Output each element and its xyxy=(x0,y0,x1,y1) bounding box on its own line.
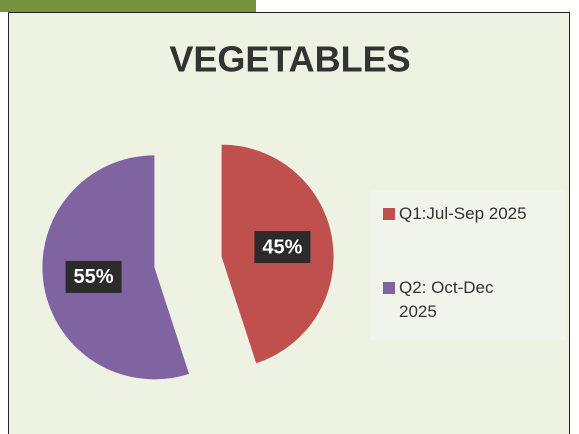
legend-label: Q1:Jul-Sep 2025 xyxy=(399,204,527,223)
legend-swatch xyxy=(383,282,395,294)
chart-title: VEGETABLES xyxy=(169,39,410,80)
legend-box xyxy=(370,190,566,340)
legend-label: Q2: Oct-Dec 2025 xyxy=(399,278,494,321)
legend-item: Q1:Jul-Sep 2025 xyxy=(383,202,563,226)
data-label-bg xyxy=(65,260,122,293)
data-label: 45% xyxy=(262,236,302,258)
data-label-bg xyxy=(254,231,311,264)
header-bar xyxy=(0,0,256,12)
data-label: 55% xyxy=(74,266,114,288)
legend-swatch xyxy=(383,208,395,220)
legend-item: Q2: Oct-Dec 2025 xyxy=(383,276,563,324)
